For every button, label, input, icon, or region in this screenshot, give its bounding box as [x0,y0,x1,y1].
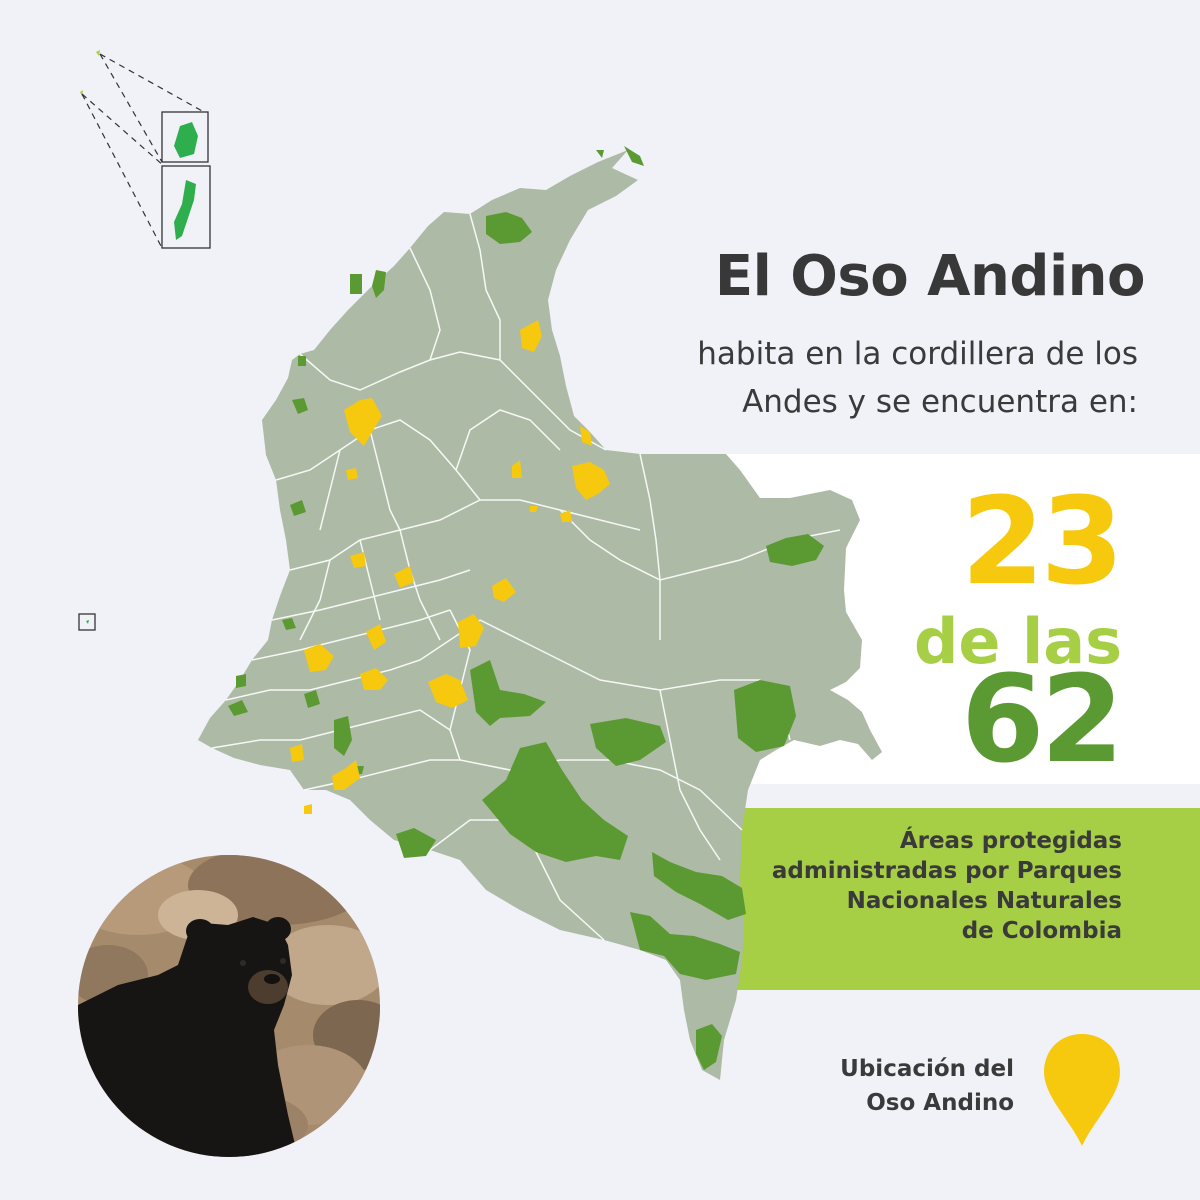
legend-line: Oso Andino [866,1090,1014,1116]
description-line: administradas por Parques [771,858,1122,884]
bear-eye [280,958,286,964]
location-pin-icon [1044,1034,1120,1146]
department-borders [211,213,841,941]
bear-areas [290,320,610,814]
description-line: Nacionales Naturales [846,888,1122,914]
page-subtitle: habita en la cordillera de los Andes y s… [520,330,1138,426]
bear-area-count: 23 [961,473,1124,612]
description-band [712,808,1200,990]
stats-connector: de las [913,605,1122,678]
legend-line: Ubicación del [840,1056,1014,1082]
legend-label: Ubicación del Oso Andino [790,1052,1014,1120]
bear-nose [264,974,280,984]
bear-eye [240,960,246,966]
subtitle-line: habita en la cordillera de los [697,336,1138,372]
description-line: de Colombia [961,918,1122,944]
island-inset [78,50,211,631]
andean-bear-photo [78,855,380,1157]
page-title: El Oso Andino [714,244,1146,309]
subtitle-line: Andes y se encuentra en: [742,384,1138,420]
protected-areas-description: Áreas protegidas administradas por Parqu… [740,826,1122,946]
protected-areas [228,146,824,1070]
description-line: Áreas protegidas [899,828,1122,854]
total-area-count: 62 [961,651,1124,790]
bear-figure [78,917,298,1157]
